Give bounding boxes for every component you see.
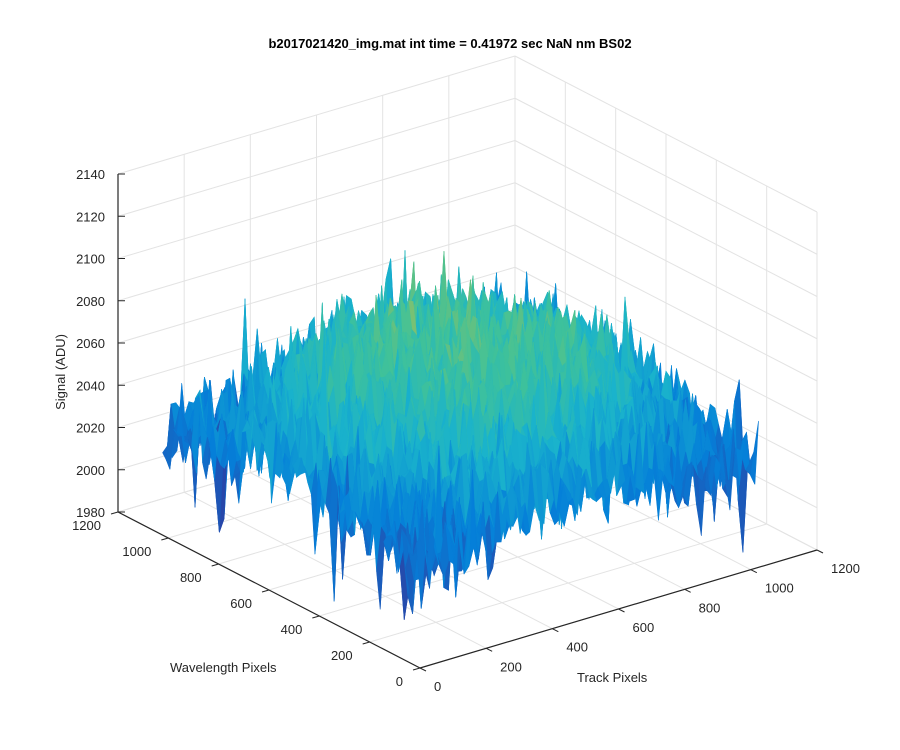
grid-line [514, 55, 818, 213]
y-tick [161, 537, 169, 541]
x-tick [552, 628, 559, 633]
axes [110, 173, 824, 672]
grid-line [319, 497, 717, 617]
grid-line [514, 97, 818, 255]
surface-patch [749, 420, 759, 485]
x-tick [750, 569, 758, 574]
grid-line [514, 266, 818, 424]
x-tick [684, 588, 691, 593]
x-tick [816, 549, 824, 554]
y-tick [211, 563, 219, 567]
y-tick [362, 641, 370, 645]
x-tick [485, 647, 493, 652]
data-surface [162, 250, 759, 620]
grid-line [514, 140, 818, 297]
grid-line [369, 523, 767, 643]
grid-line [514, 182, 818, 340]
x-tick [618, 608, 625, 613]
y-tick [412, 667, 421, 671]
grid-line [514, 224, 818, 382]
grid-line [117, 224, 516, 344]
grid-line [117, 182, 516, 302]
y-tick [261, 589, 270, 593]
grid-line [117, 97, 516, 217]
y-tick [110, 511, 119, 515]
x-tick [419, 667, 427, 672]
grid-line [117, 140, 516, 259]
grid-line [117, 55, 516, 175]
y-tick [312, 615, 320, 619]
